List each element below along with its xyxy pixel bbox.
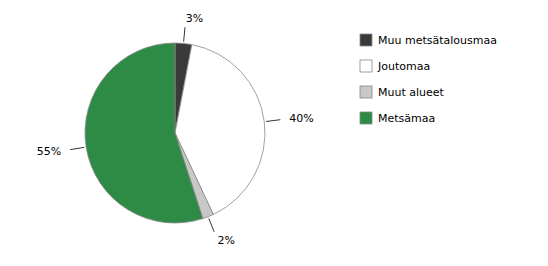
legend-item: Metsämaa: [360, 112, 435, 125]
data-label: 2%: [217, 234, 234, 247]
legend-item: Muu metsätalousmaa: [360, 34, 497, 47]
legend-item: Muut alueet: [360, 86, 445, 99]
pie-slice: [85, 43, 203, 223]
legend-label: Muu metsätalousmaa: [378, 34, 497, 47]
legend-label: Muut alueet: [378, 86, 445, 99]
leader-line: [184, 27, 185, 41]
data-labels: 3% 40% 2% 55%: [37, 12, 314, 247]
data-label: 3%: [186, 12, 203, 25]
chart: 3% 40% 2% 55% Muu metsätalousmaa Joutomaa Muut…: [0, 0, 548, 266]
legend-swatch: [360, 112, 372, 124]
leader-line: [266, 120, 280, 122]
data-label: 40%: [289, 112, 313, 125]
legend-label: Joutomaa: [377, 60, 430, 73]
legend: Muu metsätalousmaa Joutomaa Muut alueet Met…: [360, 34, 497, 125]
data-label: 55%: [37, 145, 61, 158]
pie: [85, 43, 265, 223]
legend-label: Metsämaa: [378, 112, 435, 125]
legend-swatch: [360, 60, 372, 72]
leader-line: [209, 218, 214, 231]
legend-item: Joutomaa: [360, 60, 430, 73]
legend-swatch: [360, 86, 372, 98]
leader-line: [70, 147, 84, 149]
legend-swatch: [360, 34, 372, 46]
